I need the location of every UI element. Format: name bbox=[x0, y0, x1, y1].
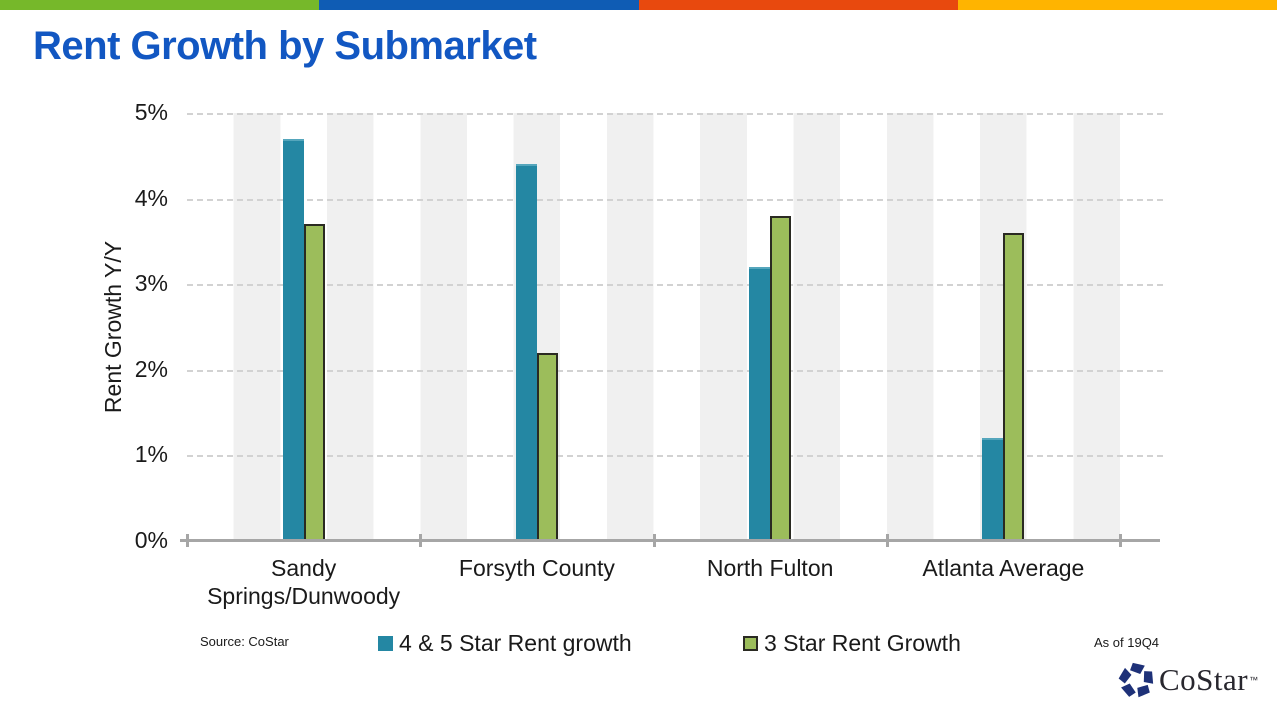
bar-4-5-star-2 bbox=[515, 164, 537, 541]
bar-3-star-4 bbox=[1003, 232, 1025, 541]
y-tick-label: 4% bbox=[134, 184, 168, 211]
bar-4-5-star-1 bbox=[282, 138, 304, 541]
x-axis-tick bbox=[419, 534, 423, 547]
costar-logo: CoStar ™ bbox=[1118, 660, 1258, 699]
accent-segment-blue bbox=[319, 0, 639, 10]
bar-3-star-1 bbox=[303, 224, 325, 541]
category-label: Forsyth County bbox=[458, 555, 615, 581]
y-tick-label: 3% bbox=[134, 270, 168, 297]
top-accent-strip bbox=[0, 0, 1277, 10]
accent-segment-orange bbox=[638, 0, 958, 10]
category-label: North Fulton bbox=[706, 555, 834, 581]
bar-4-5-star-3 bbox=[749, 267, 771, 541]
plot-area bbox=[187, 113, 1120, 541]
legend-label: 4 & 5 Star Rent growth bbox=[399, 630, 632, 656]
costar-pinwheel-icon bbox=[1118, 662, 1155, 699]
category-label: Sandy Springs/Dunwoody bbox=[207, 555, 401, 609]
trademark-symbol: ™ bbox=[1249, 674, 1259, 685]
bar-3-star-2 bbox=[536, 352, 558, 541]
legend-item-4-5-star: 4 & 5 Star Rent growth bbox=[378, 630, 632, 657]
legend-swatch-green bbox=[743, 636, 758, 651]
x-axis-tick bbox=[652, 534, 656, 547]
legend-swatch-teal bbox=[378, 636, 393, 651]
accent-segment-yellow bbox=[957, 0, 1277, 10]
x-axis-tick bbox=[1119, 534, 1122, 547]
y-tick-label: 5% bbox=[134, 99, 168, 125]
y-tick-label: 2% bbox=[134, 355, 168, 382]
legend-label: 3 Star Rent Growth bbox=[764, 630, 961, 656]
y-tick-label: 1% bbox=[134, 441, 168, 468]
x-axis-tick bbox=[885, 534, 889, 547]
costar-wordmark: CoStar bbox=[1159, 661, 1249, 697]
x-axis-tick bbox=[186, 534, 189, 547]
y-axis-title: Rent Growth Y/Y bbox=[100, 240, 126, 414]
accent-segment-green bbox=[0, 0, 320, 10]
y-tick-label: 0% bbox=[134, 527, 168, 553]
legend-item-3-star: 3 Star Rent Growth bbox=[743, 630, 961, 657]
source-note: Source: CoStar bbox=[200, 634, 289, 649]
bar-4-5-star-4 bbox=[982, 438, 1004, 541]
bar-3-star-3 bbox=[770, 215, 792, 541]
category-label: Atlanta Average bbox=[922, 555, 1085, 581]
page-title: Rent Growth by Submarket bbox=[33, 24, 537, 68]
x-axis-line bbox=[180, 539, 1160, 542]
as-of-note: As of 19Q4 bbox=[1094, 635, 1160, 650]
